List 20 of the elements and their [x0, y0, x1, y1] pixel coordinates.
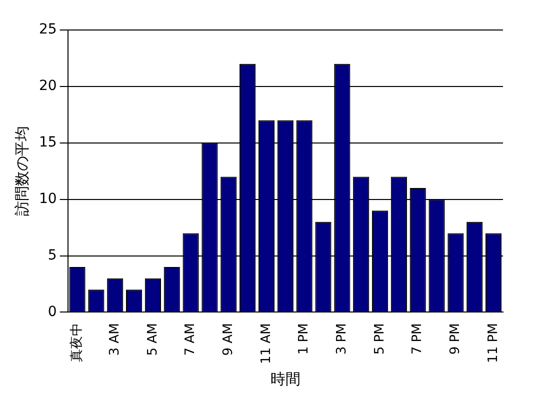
x-tick-label: 11 PM — [486, 323, 501, 363]
y-axis-title: 訪問数の平均 — [12, 126, 31, 216]
y-tick-label: 5 — [48, 247, 57, 264]
y-tick-label: 25 — [38, 22, 57, 38]
x-tick-label: 11 AM — [258, 323, 274, 364]
x-tick-label: 7 AM — [183, 323, 198, 356]
x-axis-title: 時間 — [270, 370, 300, 388]
x-tick-label: 9 PM — [448, 323, 464, 355]
x-tick-label: 5 AM — [145, 323, 160, 356]
x-tick-label: 7 PM — [410, 323, 426, 355]
x-tick-label: 9 AM — [221, 323, 236, 356]
x-tick-label: 真夜中 — [68, 323, 85, 362]
y-tick-label: 15 — [38, 134, 57, 151]
x-tick-label: 1 PM — [296, 323, 312, 355]
y-tick-label: 0 — [48, 304, 57, 320]
x-tick-label: 3 AM — [107, 323, 122, 356]
x-tick-label: 3 PM — [334, 323, 350, 355]
y-tick-label: 20 — [38, 78, 57, 94]
y-tick-label: 10 — [38, 190, 57, 207]
x-tick-label: 5 PM — [372, 323, 388, 355]
